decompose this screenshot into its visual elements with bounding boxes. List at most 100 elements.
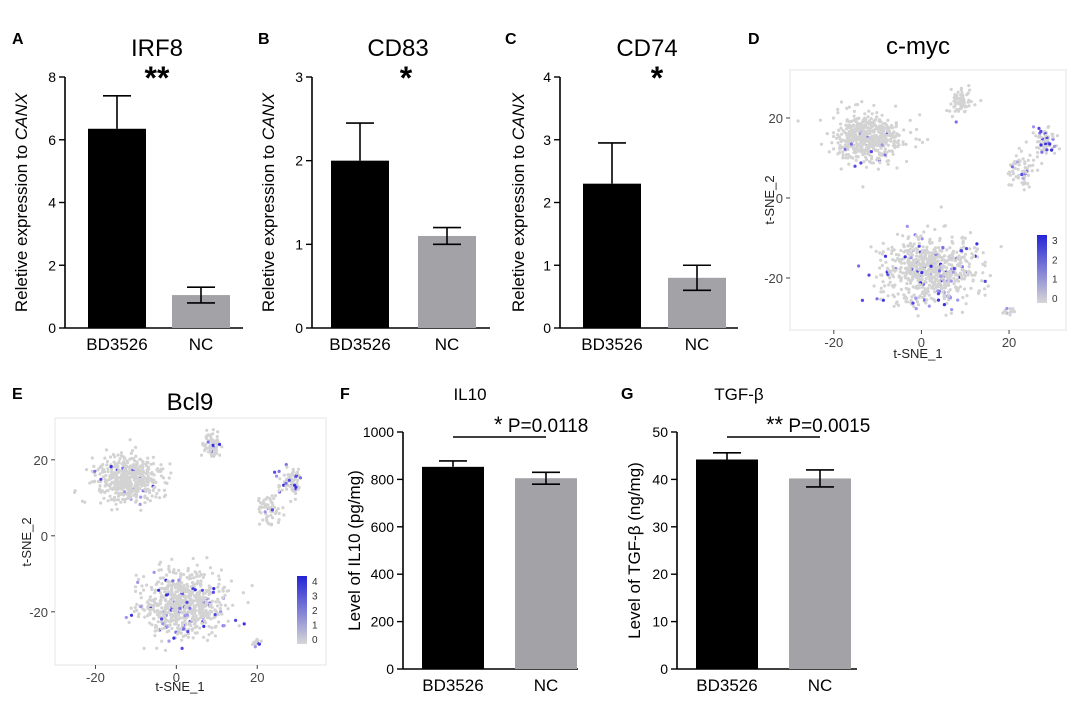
cell-point (153, 597, 157, 601)
cell-point (1016, 167, 1020, 171)
cell-point (98, 484, 102, 488)
cell-point (869, 245, 873, 249)
cell-point (259, 639, 263, 643)
cell-point (947, 262, 951, 266)
cell-point (894, 301, 899, 305)
cell-point (135, 493, 139, 497)
cell-point (121, 497, 125, 501)
cell-point (904, 300, 908, 304)
cell-point (152, 570, 156, 575)
cell-point (927, 304, 931, 308)
cell-point (167, 601, 172, 605)
cell-point (291, 489, 295, 493)
cell-point (840, 132, 844, 136)
cell-point (941, 290, 945, 294)
cell-point (876, 148, 880, 152)
cell-point (880, 143, 884, 147)
color-legend-bar (297, 576, 307, 644)
cell-point (183, 614, 187, 618)
cell-point (164, 620, 168, 624)
cell-point (983, 264, 987, 268)
cell-point (892, 267, 896, 271)
cell-point (203, 444, 207, 448)
cell-point (296, 487, 300, 491)
cell-point (140, 464, 144, 469)
cell-point (839, 167, 843, 171)
cell-point (955, 263, 960, 267)
cell-point (895, 166, 899, 170)
cell-point (950, 308, 954, 312)
cell-point (181, 598, 185, 603)
cell-point (1011, 178, 1016, 182)
cell-point (107, 483, 111, 487)
cell-point (968, 231, 973, 235)
cell-point (967, 104, 971, 108)
cell-point (876, 167, 881, 171)
cell-point (879, 290, 883, 294)
cell-point (830, 141, 834, 145)
cell-point (155, 625, 159, 629)
cell-point (867, 273, 871, 277)
bar-BD3526 (422, 466, 484, 669)
cell-point (905, 224, 909, 228)
cell-point (142, 608, 146, 612)
bar-BD3526 (88, 128, 146, 328)
cell-point (143, 501, 147, 505)
y-tick-label: 20 (769, 111, 783, 126)
cell-point (923, 257, 927, 261)
cell-point (1004, 311, 1008, 315)
cell-point (284, 463, 288, 467)
cell-point (909, 130, 913, 135)
cell-point (141, 468, 145, 472)
cell-point (956, 289, 960, 293)
cell-point (879, 258, 883, 262)
cell-point (254, 640, 258, 644)
cell-point (159, 474, 163, 478)
chart-title: CD83 (367, 35, 428, 62)
cell-point (983, 260, 987, 264)
cell-point (154, 480, 158, 484)
cell-point (932, 298, 937, 302)
cell-point (223, 593, 227, 598)
cell-point (200, 588, 204, 592)
cell-point (152, 473, 156, 477)
cell-point (837, 151, 842, 155)
cell-point (878, 251, 882, 255)
cell-point (936, 273, 940, 277)
y-tick-label: 600 (371, 519, 395, 535)
category-label: BD3526 (86, 335, 147, 354)
cell-point (963, 274, 967, 278)
cell-point (213, 448, 217, 452)
cell-point (825, 132, 829, 136)
cell-point (129, 606, 133, 610)
cell-point (217, 577, 222, 582)
cell-point (295, 481, 299, 485)
cell-point (921, 245, 925, 249)
cell-point (847, 129, 852, 133)
cell-point (841, 153, 845, 157)
cell-point (878, 157, 882, 161)
cell-point (951, 256, 956, 260)
cell-point (188, 574, 192, 578)
cell-point (934, 250, 938, 255)
cell-point (294, 491, 298, 495)
cell-point (293, 483, 297, 487)
p-value-annotation: ** P=0.0015 (766, 412, 870, 437)
cell-point (902, 245, 906, 249)
cell-point (258, 501, 263, 505)
cell-point (907, 290, 911, 294)
cell-point (951, 252, 955, 256)
cell-point (120, 479, 124, 484)
cell-point (892, 285, 896, 289)
legend-tick-label: 1 (1052, 275, 1058, 286)
cell-point (132, 609, 136, 614)
cell-point (1032, 158, 1036, 162)
cell-point (966, 273, 970, 277)
cell-point (141, 460, 145, 464)
cell-point (109, 455, 113, 459)
y-axis-label: t-SNE_2 (19, 517, 34, 566)
cell-point (187, 604, 191, 608)
cell-point (949, 279, 953, 283)
cell-point (892, 295, 896, 299)
cell-point (185, 590, 189, 594)
